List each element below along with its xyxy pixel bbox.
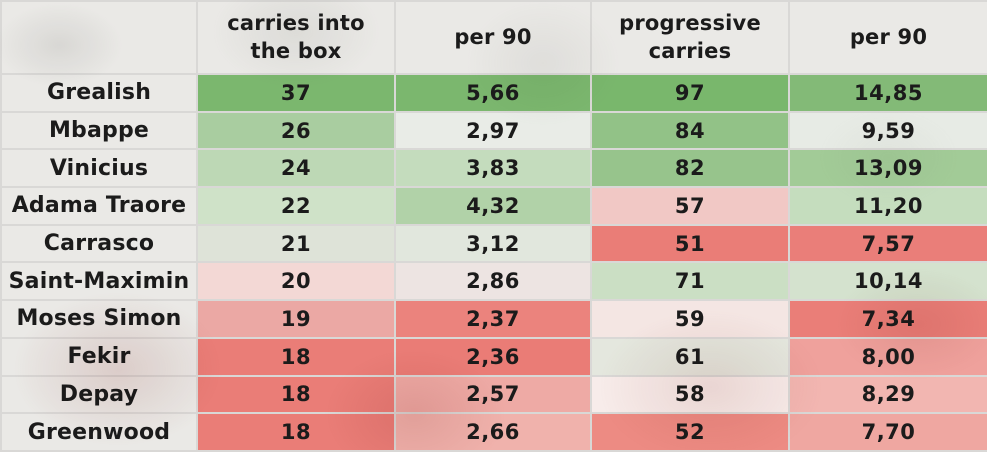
stat-cell: 59 [590, 299, 790, 339]
player-name-cell: Greenwood [0, 412, 198, 452]
stat-cell: 10,14 [788, 261, 987, 302]
col-header-progressive-carries: progressive carries [590, 0, 790, 75]
table-row: Moses Simon 19 2,37 59 7,34 [0, 299, 987, 339]
col-header-per90-progressive: per 90 [788, 0, 987, 75]
stat-cell: 58 [590, 374, 790, 415]
player-name-cell: Mbappe [0, 110, 198, 151]
corner-cell [0, 0, 198, 75]
stat-cell: 21 [196, 223, 396, 264]
stat-cell: 19 [196, 299, 396, 339]
stat-cell: 9,59 [788, 110, 987, 151]
stat-cell: 26 [196, 110, 396, 151]
stat-cell: 71 [590, 261, 790, 302]
table-row: Vinicius 24 3,83 82 13,09 [0, 148, 987, 189]
stat-cell: 2,37 [394, 299, 592, 339]
stat-cell: 2,86 [394, 261, 592, 302]
player-name-cell: Adama Traore [0, 186, 198, 226]
stat-cell: 18 [196, 336, 396, 377]
player-name-cell: Fekir [0, 336, 198, 377]
stat-cell: 8,00 [788, 336, 987, 377]
table-row: Grealish 37 5,66 97 14,85 [0, 73, 987, 113]
stat-cell: 18 [196, 374, 396, 415]
stat-cell: 97 [590, 73, 790, 113]
stat-cell: 2,36 [394, 336, 592, 377]
player-name-cell: Carrasco [0, 223, 198, 264]
player-name-cell: Moses Simon [0, 299, 198, 339]
stat-cell: 7,70 [788, 412, 987, 452]
player-name-cell: Grealish [0, 73, 198, 113]
header-row: carries into the box per 90 progressive … [0, 0, 987, 75]
stat-cell: 13,09 [788, 148, 987, 189]
stat-cell: 20 [196, 261, 396, 302]
stat-cell: 5,66 [394, 73, 592, 113]
stat-cell: 22 [196, 186, 396, 226]
table-row: Saint-Maximin 20 2,86 71 10,14 [0, 261, 987, 302]
stat-cell: 61 [590, 336, 790, 377]
table-row: Adama Traore 22 4,32 57 11,20 [0, 186, 987, 226]
table-row: Carrasco 21 3,12 51 7,57 [0, 223, 987, 264]
stat-cell: 14,85 [788, 73, 987, 113]
player-name-cell: Vinicius [0, 148, 198, 189]
player-name-cell: Saint-Maximin [0, 261, 198, 302]
stat-cell: 7,57 [788, 223, 987, 264]
stat-cell: 8,29 [788, 374, 987, 415]
stat-cell: 57 [590, 186, 790, 226]
stat-cell: 4,32 [394, 186, 592, 226]
stat-cell: 24 [196, 148, 396, 189]
player-name-cell: Depay [0, 374, 198, 415]
table-row: Fekir 18 2,36 61 8,00 [0, 336, 987, 377]
stat-cell: 11,20 [788, 186, 987, 226]
col-header-per90-box: per 90 [394, 0, 592, 75]
stat-cell: 2,97 [394, 110, 592, 151]
stat-cell: 3,12 [394, 223, 592, 264]
table-row: Depay 18 2,57 58 8,29 [0, 374, 987, 415]
stat-cell: 51 [590, 223, 790, 264]
stat-cell: 52 [590, 412, 790, 452]
table-row: Greenwood 18 2,66 52 7,70 [0, 412, 987, 452]
stat-cell: 82 [590, 148, 790, 189]
stat-cell: 84 [590, 110, 790, 151]
stat-cell: 2,57 [394, 374, 592, 415]
stat-cell: 2,66 [394, 412, 592, 452]
table-row: Mbappe 26 2,97 84 9,59 [0, 110, 987, 151]
stat-cell: 3,83 [394, 148, 592, 189]
stat-cell: 18 [196, 412, 396, 452]
stat-cell: 7,34 [788, 299, 987, 339]
stat-cell: 37 [196, 73, 396, 113]
col-header-carries-into-box: carries into the box [196, 0, 396, 75]
